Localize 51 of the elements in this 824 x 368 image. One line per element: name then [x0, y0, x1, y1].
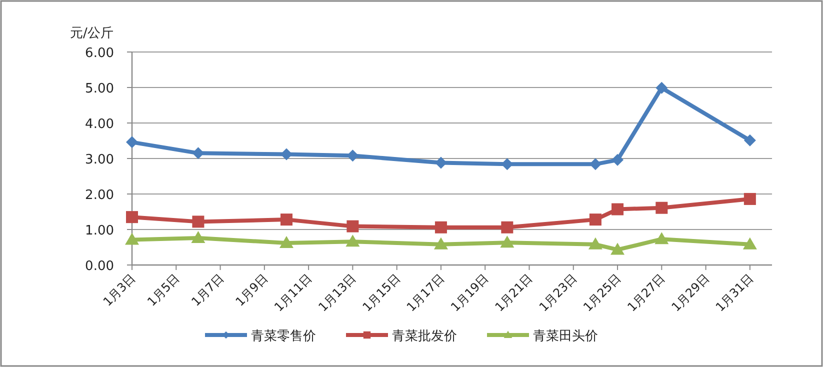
point — [126, 136, 138, 148]
point — [656, 82, 668, 94]
point — [589, 214, 602, 226]
point — [742, 237, 757, 250]
point — [612, 154, 624, 166]
y-tick-label: 6.00 — [85, 46, 114, 61]
point — [126, 211, 138, 224]
legend-label: 青菜零售价 — [251, 329, 316, 344]
legend-label: 青菜批发价 — [392, 329, 457, 344]
y-tick-label: 3.00 — [85, 152, 114, 168]
point — [434, 237, 448, 250]
y-axis-title: 元/公斤 — [70, 26, 114, 41]
x-tick-label: 1月15日 — [360, 271, 403, 314]
x-tick-label: 1月29日 — [668, 271, 712, 314]
x-tick-label: 1月7日 — [188, 271, 226, 309]
x-tick-label: 1月13日 — [316, 271, 359, 314]
point — [191, 231, 206, 244]
x-tick-label: 1月11日 — [272, 271, 315, 314]
point — [612, 203, 624, 216]
point — [279, 236, 294, 248]
x-tick-label: 1月31日 — [712, 271, 756, 314]
legend-label: 青菜田头价 — [533, 329, 598, 344]
point — [346, 234, 360, 247]
y-tick-label: 5.00 — [85, 82, 114, 96]
point — [744, 192, 756, 205]
x-tick-label: 1月23日 — [536, 271, 580, 314]
x-tick-label: 1月5日 — [144, 271, 182, 309]
point — [654, 232, 669, 244]
point — [192, 216, 204, 228]
y-tick-label: 2.00 — [85, 188, 114, 203]
point — [346, 220, 359, 232]
point — [125, 232, 139, 245]
point — [434, 156, 447, 169]
x-tick-label: 1月17日 — [404, 271, 448, 314]
point — [434, 221, 447, 234]
y-tick-label: 0.00 — [85, 259, 114, 274]
point — [656, 202, 668, 214]
y-tick-label: 1.00 — [85, 224, 114, 238]
point — [744, 134, 756, 146]
x-tick-label: 1月9日 — [232, 271, 271, 309]
x-tick-label: 1月19日 — [448, 271, 492, 314]
point — [280, 214, 292, 226]
point — [588, 237, 602, 250]
point — [500, 236, 514, 248]
x-tick-label: 1月27日 — [624, 271, 668, 314]
x-tick-label: 1月21日 — [492, 271, 536, 314]
x-tick-label: 1月25日 — [580, 271, 624, 314]
point — [610, 242, 625, 255]
point — [501, 221, 514, 234]
x-tick-label: 1月3日 — [100, 271, 138, 309]
y-tick-label: 4.00 — [85, 117, 114, 132]
